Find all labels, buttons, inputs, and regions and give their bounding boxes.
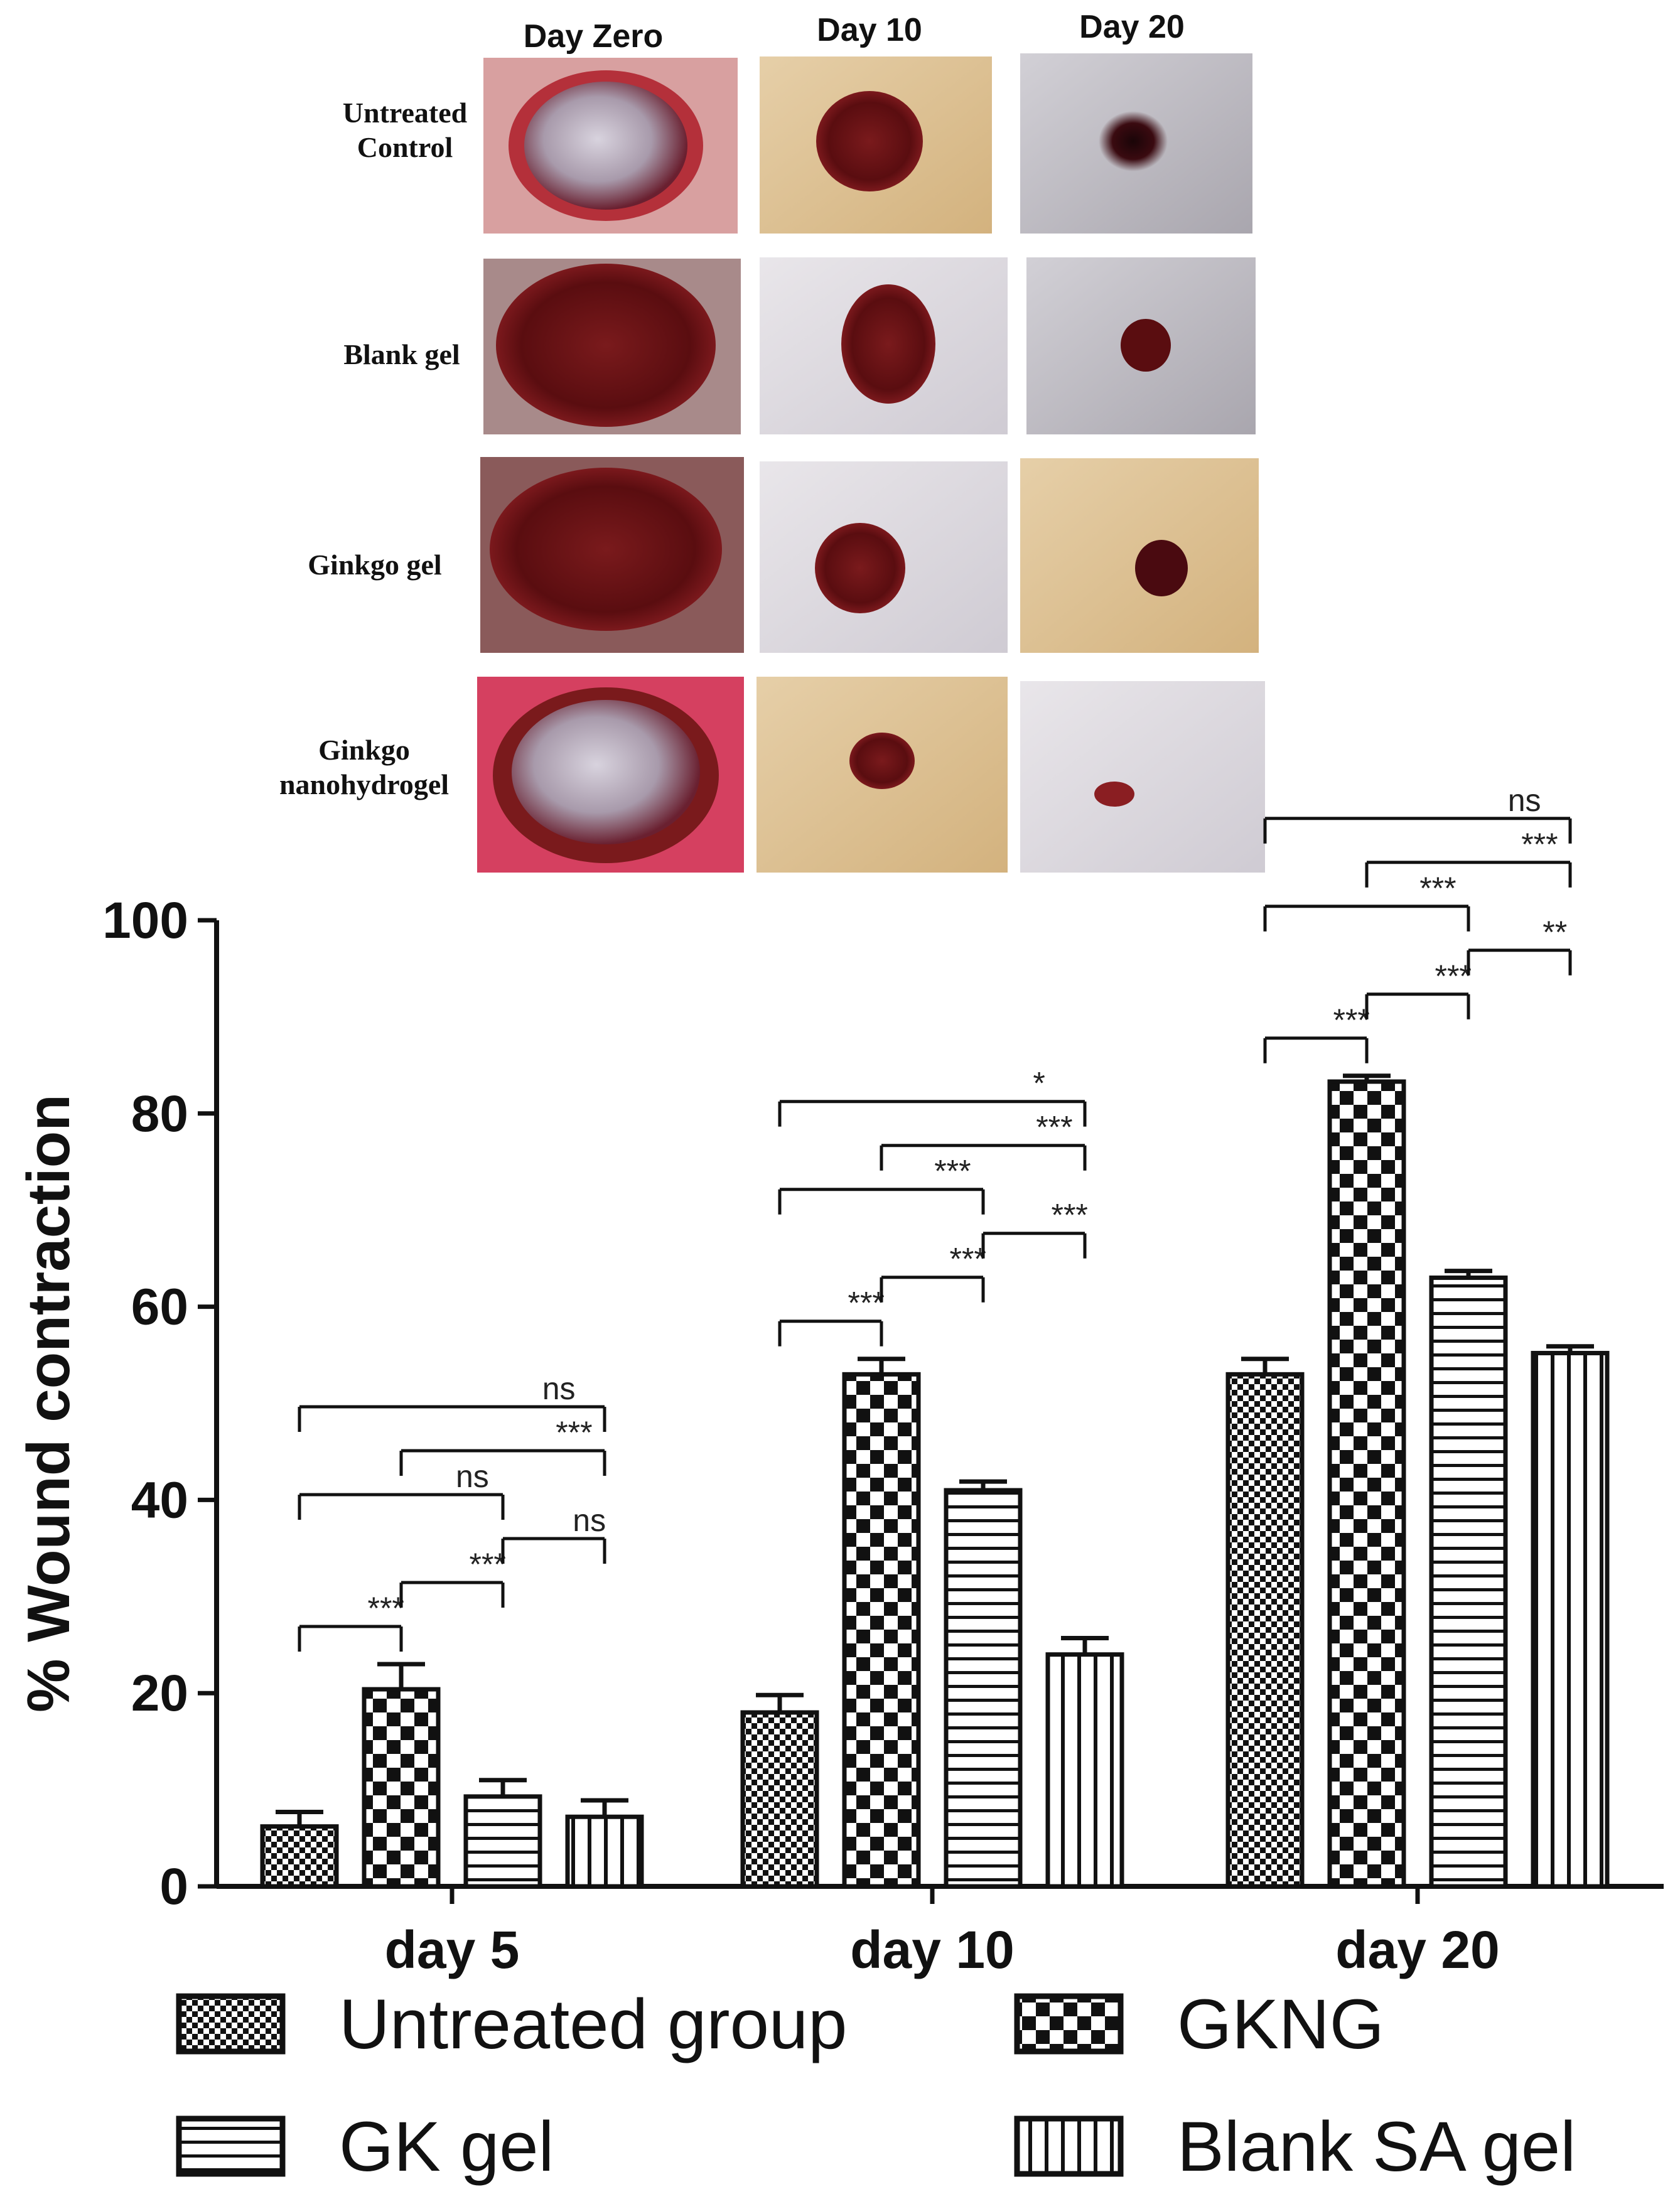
legend-swatch-untreated-group — [176, 1993, 286, 2055]
bar-gk-gel-day-5 — [463, 1794, 542, 1889]
bar-gk-gel-day-10 — [944, 1488, 1023, 1889]
sig-day-20-0-label: *** — [1333, 1003, 1370, 1038]
bar-blank-sa-gel-day-20 — [1531, 1350, 1610, 1889]
legend-swatch-gk-gel — [176, 2115, 286, 2177]
photo-ginkgo-gel-day-10 — [760, 461, 1008, 653]
column-header-day-zero: Day Zero — [524, 18, 664, 55]
photo-untreated-day-10 — [760, 56, 992, 234]
bar-gkng-day-5 — [362, 1687, 441, 1889]
y-tick-label-100: 100 — [102, 892, 188, 949]
photo-untreated-day-20 — [1020, 53, 1252, 234]
y-tick-label-20: 20 — [131, 1665, 188, 1722]
row-label-ginkgo-nano-line1: Ginkgo — [318, 734, 410, 766]
column-header-day-20: Day 20 — [1079, 9, 1185, 45]
legend-label-blank-sa-gel: Blank SA gel — [1177, 2107, 1576, 2186]
sig-day-10-5-label: * — [1033, 1066, 1045, 1101]
y-tick-label-40: 40 — [131, 1471, 188, 1529]
sig-day-5-4-label: *** — [556, 1415, 592, 1450]
y-axis-title: % Wound contraction — [15, 1094, 82, 1712]
row-label-ginkgo-nano-line2: nanohydrogel — [279, 768, 449, 800]
photo-blank-gel-day-zero — [483, 259, 741, 434]
y-tick-label-60: 60 — [131, 1279, 188, 1336]
row-label-untreated-line2: Control — [357, 131, 453, 163]
photo-ginkgo-gel-day-20 — [1020, 458, 1259, 653]
bar-untreated-group-day-20 — [1225, 1372, 1305, 1889]
sig-day-20-4-label: *** — [1521, 827, 1558, 862]
x-tick-label-day-10: day 10 — [850, 1920, 1015, 1979]
photo-ginkgo-nano-day-20 — [1020, 681, 1265, 873]
chart-axes: 0 20 40 60 80 100 % Wound contraction day 5 day … — [15, 892, 1664, 1979]
sig-day-5-5-label: ns — [542, 1371, 576, 1406]
sig-day-20-3-label: *** — [1419, 871, 1456, 906]
row-label-untreated-line1: Untreated — [343, 97, 468, 129]
y-tick-label-0: 0 — [159, 1858, 188, 1915]
legend-label-untreated-group: Untreated group — [339, 1985, 847, 2063]
sig-day-20-2-label: ** — [1543, 915, 1567, 950]
photo-blank-gel-day-10 — [760, 257, 1008, 434]
x-tick-label-day-5: day 5 — [385, 1920, 520, 1979]
wound-photo-grid: Day Zero Day 10 Day 20 Untreated Control… — [279, 9, 1265, 873]
sig-day-20-5-label: ns — [1508, 783, 1541, 818]
sig-day-10-4-label: *** — [1036, 1110, 1072, 1145]
chart-legend: Untreated group GKNG GK gel Blank SA gel — [176, 1985, 1576, 2186]
bar-untreated-group-day-5 — [260, 1824, 339, 1889]
sig-day-10-1-label: *** — [950, 1242, 986, 1277]
legend-swatch-blank-sa-gel — [1014, 2115, 1124, 2177]
row-label-blank-gel: Blank gel — [343, 338, 460, 370]
y-tick-label-80: 80 — [131, 1085, 188, 1142]
sig-day-5-0-label: *** — [368, 1591, 404, 1626]
sig-day-10-3-label: *** — [934, 1154, 971, 1189]
photo-ginkgo-nano-day-zero — [477, 677, 744, 873]
sig-day-5-3-label: ns — [456, 1459, 489, 1494]
legend-label-gkng: GKNG — [1177, 1985, 1384, 2063]
bar-blank-sa-gel-day-5 — [565, 1814, 644, 1889]
photo-untreated-day-zero — [483, 58, 738, 234]
chart-bars — [260, 1073, 1610, 1889]
column-header-day-10: Day 10 — [817, 12, 922, 48]
sig-day-10-2-label: *** — [1052, 1198, 1088, 1233]
sig-day-5-2-label: ns — [573, 1503, 606, 1538]
legend-swatch-gkng — [1014, 1993, 1124, 2055]
bar-gkng-day-20 — [1327, 1079, 1406, 1889]
legend-label-gk-gel: GK gel — [339, 2107, 554, 2186]
bar-blank-sa-gel-day-10 — [1045, 1652, 1124, 1889]
bar-gk-gel-day-20 — [1429, 1275, 1508, 1889]
sig-day-10-0-label: *** — [848, 1286, 885, 1321]
sig-day-20-1-label: *** — [1435, 959, 1472, 994]
photo-ginkgo-gel-day-zero — [480, 457, 744, 653]
x-tick-label-day-20: day 20 — [1335, 1920, 1500, 1979]
bar-gkng-day-10 — [842, 1372, 921, 1889]
significance-brackets: ******nsns***ns*************************… — [298, 783, 1572, 1652]
sig-day-5-1-label: *** — [470, 1547, 506, 1582]
bar-untreated-group-day-10 — [740, 1710, 819, 1889]
row-label-ginkgo-gel: Ginkgo gel — [308, 549, 441, 581]
wound-photo-panel: Day Zero Day 10 Day 20 Untreated Control… — [0, 0, 1680, 879]
photo-ginkgo-nano-day-10 — [757, 677, 1008, 873]
photo-blank-gel-day-20 — [1026, 257, 1256, 434]
